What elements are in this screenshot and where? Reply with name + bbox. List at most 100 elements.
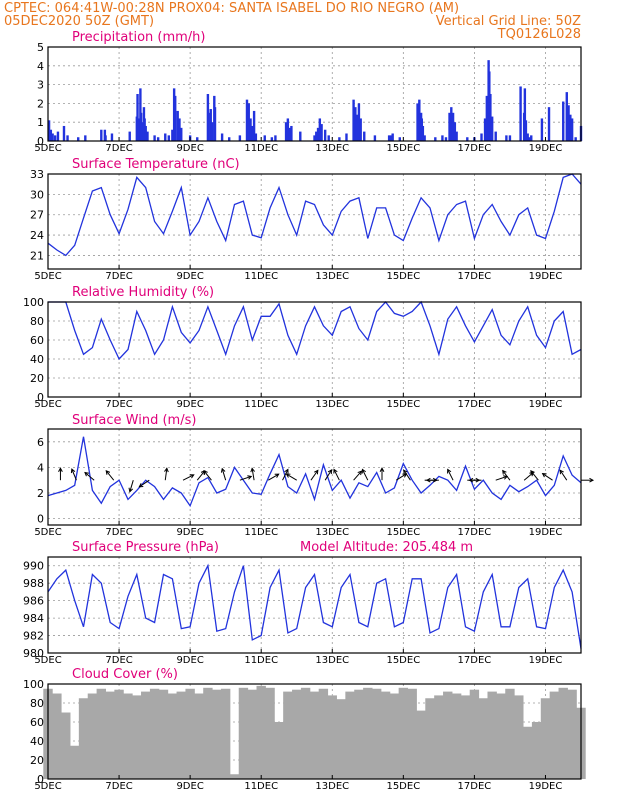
x-tick-label: 5DEC — [34, 399, 61, 410]
y-tick-label: 100 — [23, 296, 44, 309]
precip-bar — [490, 116, 494, 141]
precip-bar — [565, 92, 568, 141]
wind-arrow — [105, 470, 115, 481]
precip-bar — [540, 118, 544, 141]
precip-bar — [288, 127, 291, 141]
y-tick-label: 0 — [37, 391, 44, 404]
precip-bar — [355, 114, 359, 141]
wind-arrow — [70, 468, 77, 481]
y-tick-label: 4 — [37, 461, 44, 474]
precip-bar — [444, 137, 448, 141]
y-tick-label: 24 — [30, 229, 44, 242]
x-tick-label: 17DEC — [458, 271, 492, 282]
cloud-bar — [336, 699, 346, 779]
cloud-bar — [345, 691, 355, 779]
series-line-rh — [48, 300, 582, 361]
wind-arrow — [182, 474, 195, 481]
cloud-bar — [292, 689, 302, 779]
x-tick-label: 15DEC — [386, 781, 420, 792]
panel-title-precipitation: Precipitation (mm/h) — [72, 30, 205, 45]
wind-arrow — [239, 475, 253, 481]
y-tick-label: 986 — [23, 595, 44, 608]
x-tick-label: 9DEC — [176, 655, 203, 666]
panel-title-cloud-cover: Cloud Cover (%) — [72, 667, 178, 682]
y-tick-label: 100 — [23, 678, 44, 691]
y-tick-label: 6 — [37, 436, 44, 449]
cloud-bar — [451, 693, 462, 779]
precip-bar — [313, 135, 316, 141]
wind-arrow — [495, 475, 509, 481]
precip-bar — [523, 88, 527, 141]
precip-bar — [110, 133, 114, 141]
cloud-bar — [61, 712, 71, 779]
y-tick-label: 2 — [37, 97, 44, 110]
precip-bar — [398, 137, 401, 141]
y-tick-label: 0 — [37, 513, 44, 526]
wind-arrow — [250, 467, 255, 481]
wind-arrow — [361, 468, 369, 481]
precip-bar — [153, 135, 156, 141]
x-tick-label: 19DEC — [529, 399, 563, 410]
x-tick-label: 9DEC — [176, 399, 203, 410]
cloud-bar — [460, 695, 471, 779]
cloud-bar — [229, 774, 240, 779]
wind-arrow — [128, 480, 134, 493]
cloud-bar — [540, 698, 551, 779]
x-tick-label: 7DEC — [105, 271, 132, 282]
wind-arrow — [468, 477, 482, 483]
precip-bar — [128, 131, 131, 141]
precip-bar — [519, 86, 522, 141]
cloud-bar — [478, 698, 488, 779]
precip-bar — [323, 129, 327, 141]
precip-bar — [146, 131, 149, 141]
precip-bar — [315, 131, 318, 141]
precip-bar — [451, 112, 455, 141]
precip-bar — [66, 135, 69, 141]
wind-arrow — [425, 477, 439, 483]
cloud-bar — [78, 698, 89, 779]
precip-bar — [207, 112, 210, 141]
panel-title-humidity: Relative Humidity (%) — [72, 285, 214, 300]
precip-bar — [299, 131, 302, 141]
y-tick-label: 27 — [30, 209, 44, 222]
cloud-bar — [123, 693, 133, 779]
precip-bar — [547, 107, 551, 141]
panel-pressure: 980 982 984 986 988 990 5DEC 7DEC 9DEC 11DEC 13DEC… — [23, 556, 582, 666]
series-line-temp — [47, 173, 582, 257]
panel-precip: 0 1 2 3 4 5 5DEC 7DEC 9DEC 11DEC 13DEC 15DEC 17DEC 19… — [34, 41, 583, 154]
pressure-model-altitude: Model Altitude: 205.484 m — [300, 540, 473, 555]
cloud-bar — [487, 691, 497, 779]
panel-cloud: 0 20 40 60 80 100 5DEC 7DEC 9DEC 11DEC 13DEC 15DEC 1… — [23, 678, 586, 792]
panel-rh: 0 20 40 60 80 100 5DEC 7DEC 9DEC 11DEC 13DEC 15DEC 1… — [23, 296, 582, 410]
header-location: CPTEC: 064:41W-00:28N PROX04: SANTA ISAB… — [4, 1, 459, 16]
wind-arrow — [310, 469, 319, 481]
series-line-wind — [47, 436, 582, 508]
panel-frame — [47, 173, 582, 270]
y-tick-label: 60 — [30, 334, 44, 347]
y-tick-label: 80 — [30, 315, 44, 328]
precip-bar — [316, 127, 320, 141]
precip-bar — [53, 135, 57, 141]
cloud-bar — [274, 722, 284, 779]
precip-bar — [284, 122, 288, 141]
x-tick-label: 11DEC — [244, 655, 278, 666]
precip-bar — [569, 114, 572, 141]
y-tick-label: 20 — [30, 372, 44, 385]
x-tick-label: 7DEC — [105, 143, 132, 154]
cloud-bar — [309, 691, 320, 779]
precip-bar — [320, 124, 323, 141]
panel-title-pressure: Surface Pressure (hPa) — [72, 540, 219, 555]
precip-bar — [210, 122, 214, 141]
cloud-bar — [114, 689, 124, 779]
wind-arrow — [502, 469, 511, 481]
precip-bar — [416, 103, 419, 141]
precip-bar — [171, 129, 174, 141]
precip-bar — [252, 110, 256, 141]
cloud-bar — [389, 693, 400, 779]
precip-bar — [178, 118, 181, 141]
x-tick-label: 9DEC — [176, 527, 203, 538]
cloud-bar — [523, 726, 533, 779]
precip-bar — [77, 137, 80, 141]
precip-bar — [505, 135, 508, 141]
y-tick-label: 990 — [23, 560, 44, 573]
